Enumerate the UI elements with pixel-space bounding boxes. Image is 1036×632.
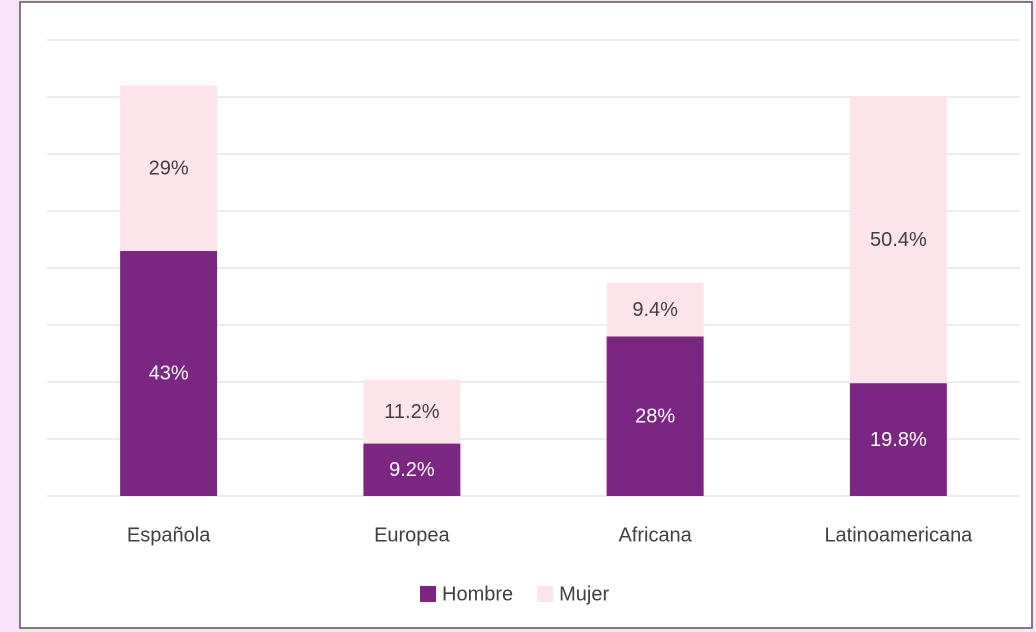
legend-label: Mujer xyxy=(559,583,609,605)
data-label: 19.8% xyxy=(870,429,927,451)
bar-segment xyxy=(120,250,218,496)
data-label: 9.2% xyxy=(389,459,435,481)
x-tick-label: Latinoamericana xyxy=(824,524,973,546)
data-label: 11.2% xyxy=(384,401,439,423)
bar-segment xyxy=(363,443,461,496)
data-label: 9.4% xyxy=(632,299,678,321)
data-label: 28% xyxy=(635,405,675,427)
bar-segment xyxy=(120,85,218,251)
bar-segment xyxy=(606,282,704,337)
x-tick-label: Europea xyxy=(374,524,450,546)
x-tick-label: Africana xyxy=(618,524,692,546)
data-label: 50.4% xyxy=(870,229,927,251)
bar-segment xyxy=(363,379,461,444)
bar-segment xyxy=(849,95,947,384)
legend-swatch xyxy=(420,586,436,602)
data-label: 43% xyxy=(149,363,189,385)
x-tick-label: Española xyxy=(127,524,211,546)
bar-segment xyxy=(606,336,704,496)
legend-swatch xyxy=(537,586,554,602)
legend-label: Hombre xyxy=(442,583,513,605)
bar-segment xyxy=(849,383,947,496)
data-label: 29% xyxy=(149,158,189,180)
